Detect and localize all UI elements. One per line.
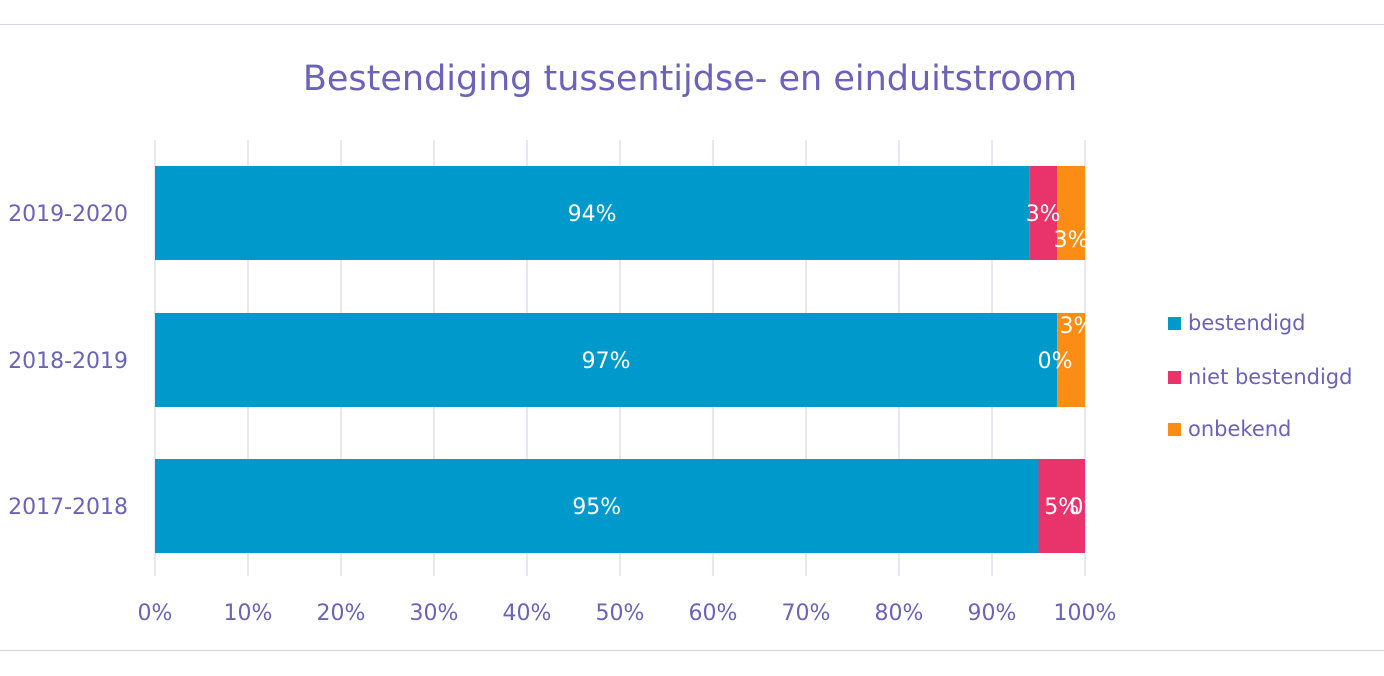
category-label: 2018-2019 <box>8 349 128 374</box>
data-label: 3% <box>1054 228 1089 253</box>
x-tick-label: 40% <box>503 601 552 626</box>
bars <box>155 166 1085 553</box>
chart-title: Bestendiging tussentijdse- en einduitstr… <box>303 59 1077 99</box>
x-tick-label: 10% <box>224 601 273 626</box>
data-label: 0% <box>1038 349 1073 374</box>
bar-segment-bestendigd <box>155 166 1030 260</box>
category-label: 2019-2020 <box>8 202 128 227</box>
data-label: 5% <box>1044 495 1079 520</box>
x-tick-label: 80% <box>875 601 924 626</box>
bar-segment-niet-bestendigd <box>1038 459 1085 553</box>
legend-swatch <box>1168 371 1181 384</box>
x-tick-label: 90% <box>968 601 1017 626</box>
data-label: 3% <box>1060 314 1095 339</box>
data-label: 0% <box>1070 495 1105 520</box>
data-label: 97% <box>582 349 631 374</box>
bar-segment-onbekend <box>1057 313 1085 407</box>
category-label: 2017-2018 <box>8 495 128 520</box>
bar-segment-bestendigd <box>155 459 1039 553</box>
x-tick-label: 50% <box>596 601 645 626</box>
legend-label: onbekend <box>1188 417 1291 441</box>
bar-segment-niet-bestendigd <box>1029 166 1058 260</box>
legend-label: niet bestendigd <box>1188 365 1352 389</box>
chart-top-border <box>0 24 1384 25</box>
category-labels: 2019-2020 2018-2019 2017-2018 <box>8 202 128 520</box>
chart-bottom-border <box>0 650 1384 651</box>
x-tick-label: 20% <box>317 601 366 626</box>
legend-swatch <box>1168 317 1181 330</box>
data-label: 95% <box>572 495 621 520</box>
x-tick-label: 60% <box>689 601 738 626</box>
bar-segment-onbekend <box>1057 166 1085 260</box>
data-label: 3% <box>1026 202 1061 227</box>
x-tick-label: 70% <box>782 601 831 626</box>
bar-segment-bestendigd <box>155 313 1058 407</box>
data-label: 94% <box>568 202 617 227</box>
x-tick-label: 30% <box>410 601 459 626</box>
legend-label: bestendigd <box>1188 311 1305 335</box>
legend: bestendigd niet bestendigd onbekend <box>1168 311 1352 441</box>
data-labels: 94% 3%3%97% 0%3%95% 5%0% <box>568 202 1105 520</box>
x-tick-label: 0% <box>138 601 173 626</box>
legend-swatch <box>1168 423 1181 436</box>
x-tick-label: 100% <box>1054 601 1117 626</box>
x-tick-labels: 0% 10% 20% 30% 40% 50% 60% 70% 80% 90% 100% <box>138 601 1117 626</box>
